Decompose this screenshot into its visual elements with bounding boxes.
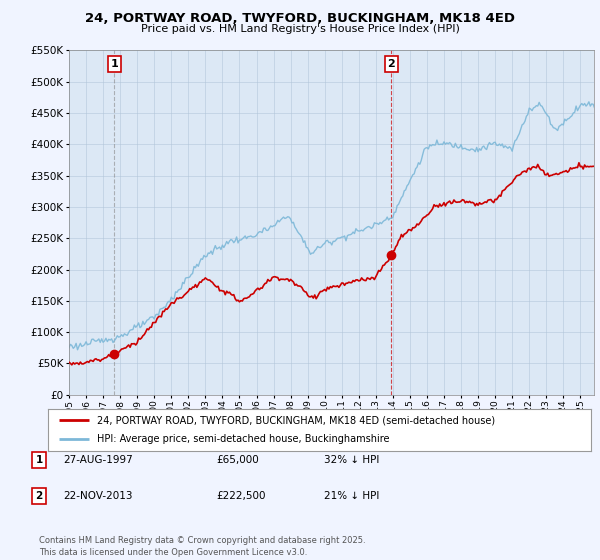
Text: 21% ↓ HPI: 21% ↓ HPI bbox=[324, 491, 379, 501]
Text: £222,500: £222,500 bbox=[216, 491, 265, 501]
Text: 1: 1 bbox=[35, 455, 43, 465]
Text: Contains HM Land Registry data © Crown copyright and database right 2025.
This d: Contains HM Land Registry data © Crown c… bbox=[39, 536, 365, 557]
Text: Price paid vs. HM Land Registry's House Price Index (HPI): Price paid vs. HM Land Registry's House … bbox=[140, 24, 460, 34]
Text: 24, PORTWAY ROAD, TWYFORD, BUCKINGHAM, MK18 4ED (semi-detached house): 24, PORTWAY ROAD, TWYFORD, BUCKINGHAM, M… bbox=[97, 415, 495, 425]
Text: 32% ↓ HPI: 32% ↓ HPI bbox=[324, 455, 379, 465]
Text: 22-NOV-2013: 22-NOV-2013 bbox=[63, 491, 133, 501]
Text: HPI: Average price, semi-detached house, Buckinghamshire: HPI: Average price, semi-detached house,… bbox=[97, 435, 389, 445]
Text: 27-AUG-1997: 27-AUG-1997 bbox=[63, 455, 133, 465]
Text: 2: 2 bbox=[387, 59, 395, 69]
Text: £65,000: £65,000 bbox=[216, 455, 259, 465]
Text: 1: 1 bbox=[110, 59, 118, 69]
Text: 2: 2 bbox=[35, 491, 43, 501]
Text: 24, PORTWAY ROAD, TWYFORD, BUCKINGHAM, MK18 4ED: 24, PORTWAY ROAD, TWYFORD, BUCKINGHAM, M… bbox=[85, 12, 515, 25]
